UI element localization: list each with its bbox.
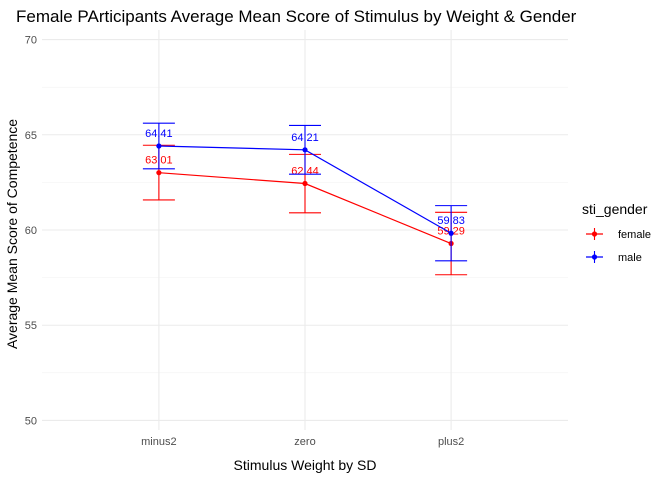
x-tick-label: minus2 [141,436,176,448]
data-label-male: 59.83 [437,215,465,227]
point-male [302,147,308,153]
x-axis-title: Stimulus Weight by SD [234,457,377,473]
y-tick-label: 60 [25,225,37,237]
point-female [302,180,308,187]
data-label-male: 64.21 [291,132,319,144]
legend-key-point [591,231,598,237]
legend-title: sti_gender [582,201,648,217]
y-tick-label: 70 [25,35,37,47]
legend-key-point [591,254,598,260]
point-male [156,143,162,149]
legend-item-female: female [586,228,651,241]
grid [42,30,568,430]
data-label-male: 64.41 [145,128,173,140]
series-male: 64.41 64.21 59.83 [142,122,468,262]
y-axis-ticks: 50 55 60 65 70 [25,35,37,428]
y-axis-title: Average Mean Score of Competence [4,119,20,349]
legend: sti_gender female male [582,201,651,264]
y-tick-label: 65 [25,130,37,142]
legend-label: female [618,229,651,241]
chart-title: Female PArticipants Average Mean Score o… [16,7,577,26]
legend-item-male: male [586,251,642,264]
x-tick-label: plus2 [438,436,464,448]
legend-label: male [618,252,642,264]
point-male [448,230,454,236]
x-axis-ticks: minus2 zero plus2 [141,436,464,448]
y-tick-label: 50 [25,415,37,427]
y-tick-label: 55 [25,320,37,332]
x-tick-label: zero [294,436,315,448]
point-female [156,170,162,176]
